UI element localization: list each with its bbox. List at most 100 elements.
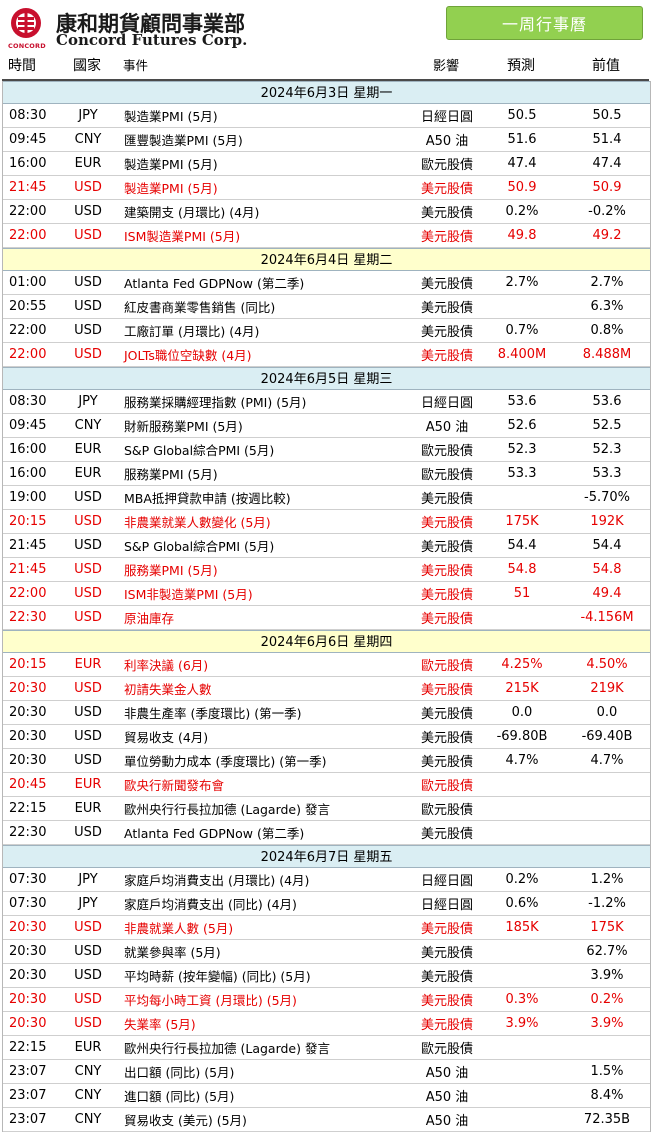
event-cell: 工廠訂單 (月環比) (4月)	[124, 324, 260, 339]
weekly-calendar-button[interactable]: 一周行事曆	[446, 6, 643, 40]
table-row: 23:07 CNY 進口額 (同比) (5月) A50 油 8.4%	[3, 1084, 650, 1108]
time-cell: 22:00	[9, 347, 47, 362]
forecast-header: 預測	[507, 58, 535, 74]
table-row: 22:30 USD 原油庫存 美元股債 -4.156M	[3, 606, 650, 630]
event-cell: 非農就業人數 (5月)	[124, 921, 234, 936]
event-cell: 就業參與率 (5月)	[124, 945, 221, 960]
time-cell: 20:30	[9, 681, 47, 696]
event-cell: JOLTs職位空缺數 (4月)	[124, 348, 252, 363]
event-cell: 歐州央行行長拉加德 (Lagarde) 發言	[124, 1041, 330, 1056]
country-cell: JPY	[78, 108, 98, 123]
impact-cell: 美元股債	[420, 755, 473, 770]
country-cell: USD	[74, 323, 102, 338]
time-cell: 20:55	[9, 299, 47, 314]
time-cell: 22:00	[9, 586, 47, 601]
table-row: 20:30 USD 非農生產率 (季度環比) (第一季) 美元股債 0.0 0.0	[3, 701, 650, 725]
table-row: 20:30 USD 平均每小時工資 (月環比) (5月) 美元股債 0.3% 0.2%	[3, 988, 650, 1012]
impact-cell: 美元股債	[420, 301, 473, 316]
country-cell: USD	[74, 944, 102, 959]
previous-cell: 0.0	[596, 705, 618, 720]
impact-cell: 美元股債	[420, 206, 473, 221]
impact-cell: A50 油	[425, 1090, 469, 1105]
previous-cell: 1.5%	[590, 1064, 624, 1079]
country-cell: JPY	[78, 896, 98, 911]
day-header: 2024年6月6日 星期四	[3, 630, 650, 653]
impact-cell: A50 油	[425, 1066, 469, 1081]
impact-cell: 美元股債	[420, 970, 473, 985]
forecast-cell: 47.4	[507, 156, 537, 171]
impact-cell: A50 油	[425, 1114, 469, 1129]
impact-cell: 美元股債	[420, 683, 473, 698]
time-cell: 22:00	[9, 323, 47, 338]
impact-cell: 美元股債	[420, 277, 473, 292]
impact-header: 影響	[432, 59, 459, 74]
previous-cell: 52.3	[592, 442, 622, 457]
country-cell: USD	[74, 586, 102, 601]
event-cell: 家庭戶均消費支出 (同比) (4月)	[124, 897, 297, 912]
impact-cell: 美元股債	[420, 349, 473, 364]
previous-cell: 54.8	[592, 562, 622, 577]
table-row: 16:00 EUR S&P Global綜合PMI (5月) 歐元股債 52.3 52.3	[3, 438, 650, 462]
table-row: 22:00 USD 工廠訂單 (月環比) (4月) 美元股債 0.7% 0.8%	[3, 319, 650, 343]
event-cell: ISM非製造業PMI (5月)	[124, 587, 253, 602]
previous-cell: 1.2%	[590, 872, 624, 887]
impact-cell: 美元股債	[420, 707, 473, 722]
previous-cell: -0.2%	[588, 204, 626, 219]
country-cell: CNY	[74, 1112, 102, 1127]
event-cell: MBA抵押貸款申請 (按週比較)	[124, 491, 291, 506]
country-cell: EUR	[74, 777, 102, 792]
country-cell: CNY	[74, 132, 102, 147]
table-row: 21:45 USD 服務業PMI (5月) 美元股債 54.8 54.8	[3, 558, 650, 582]
forecast-cell: 50.5	[507, 108, 537, 123]
time-cell: 22:30	[9, 610, 47, 625]
time-cell: 08:30	[9, 108, 47, 123]
table-row: 20:15 USD 非農業就業人數變化 (5月) 美元股債 175K 192K	[3, 510, 650, 534]
country-cell: USD	[74, 968, 102, 983]
table-row: 22:15 EUR 歐州央行行長拉加德 (Lagarde) 發言 歐元股債	[3, 1036, 650, 1060]
country-cell: USD	[74, 180, 102, 195]
forecast-cell: 51	[513, 586, 531, 601]
forecast-cell: 3.9%	[505, 1016, 539, 1031]
table-row: 22:15 EUR 歐州央行行長拉加德 (Lagarde) 發言 歐元股債	[3, 797, 650, 821]
impact-cell: 歐元股債	[420, 659, 473, 674]
forecast-cell: 0.2%	[505, 872, 539, 887]
country-cell: CNY	[74, 1064, 102, 1079]
impact-cell: 歐元股債	[420, 1042, 473, 1057]
company-logo: CONCORD 康和期貨顧問事業部 Concord Futures Corp.	[8, 6, 258, 50]
previous-cell: 72.35B	[583, 1112, 631, 1127]
impact-cell: 美元股債	[420, 540, 473, 555]
table-row: 20:30 USD 就業參與率 (5月) 美元股債 62.7%	[3, 940, 650, 964]
impact-cell: 美元股債	[420, 827, 473, 842]
forecast-cell: 0.7%	[505, 323, 539, 338]
impact-cell: 美元股債	[420, 516, 473, 531]
event-cell: 歐央行新聞發布會	[124, 778, 225, 793]
logo-english-name: Concord Futures Corp.	[56, 31, 248, 49]
table-row: 01:00 USD Atlanta Fed GDPNow (第二季) 美元股債 2.7%…	[3, 271, 650, 295]
previous-cell: 50.9	[592, 180, 622, 195]
table-row: 20:30 USD 貿易收支 (4月) 美元股債 -69.80B -69.40B	[3, 725, 650, 749]
impact-cell: 日經日圓	[420, 874, 473, 889]
time-cell: 20:30	[9, 753, 47, 768]
country-cell: USD	[74, 562, 102, 577]
event-cell: 服務業PMI (5月)	[124, 467, 218, 482]
previous-cell: 6.3%	[590, 299, 624, 314]
event-cell: 紅皮書商業零售銷售 (同比)	[124, 300, 276, 315]
time-cell: 20:30	[9, 920, 47, 935]
previous-cell: 62.7%	[586, 944, 628, 959]
time-cell: 08:30	[9, 394, 47, 409]
table-row: 20:30 USD 單位勞動力成本 (季度環比) (第一季) 美元股債 4.7% 4.7%	[3, 749, 650, 773]
impact-cell: A50 油	[425, 134, 469, 149]
table-row: 21:45 USD 製造業PMI (5月) 美元股債 50.9 50.9	[3, 176, 650, 200]
previous-cell: -5.70%	[584, 490, 630, 505]
table-row: 07:30 JPY 家庭戶均消費支出 (月環比) (4月) 日經日圓 0.2% 1.2%	[3, 868, 650, 892]
country-cell: USD	[74, 729, 102, 744]
forecast-cell: 51.6	[507, 132, 537, 147]
table-row: 22:00 USD ISM製造業PMI (5月) 美元股債 49.8 49.2	[3, 224, 650, 248]
event-cell: 匯豐製造業PMI (5月)	[124, 133, 243, 148]
country-cell: USD	[74, 204, 102, 219]
event-header: 事件	[123, 58, 149, 73]
event-cell: 貿易收支 (美元) (5月)	[124, 1113, 247, 1128]
time-cell: 21:45	[9, 538, 47, 553]
impact-cell: 美元股債	[420, 182, 473, 197]
concord-seal-icon	[11, 8, 41, 38]
